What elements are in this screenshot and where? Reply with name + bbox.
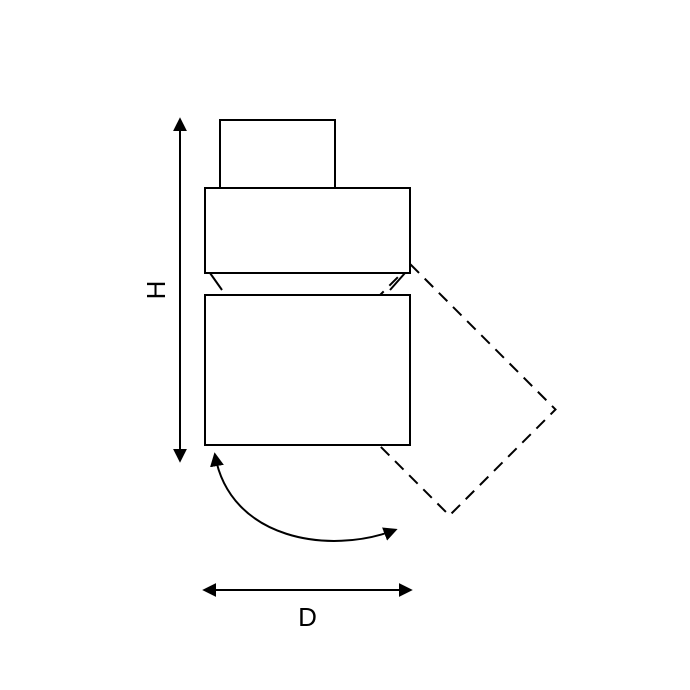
technical-diagram: HD bbox=[0, 0, 690, 690]
bottom-block bbox=[205, 295, 410, 445]
connector-line-0 bbox=[210, 273, 222, 290]
diameter-label: D bbox=[298, 602, 317, 632]
top-block bbox=[220, 120, 335, 188]
mid-block bbox=[205, 188, 410, 273]
swing-arc bbox=[215, 455, 395, 541]
height-label: H bbox=[141, 281, 171, 300]
